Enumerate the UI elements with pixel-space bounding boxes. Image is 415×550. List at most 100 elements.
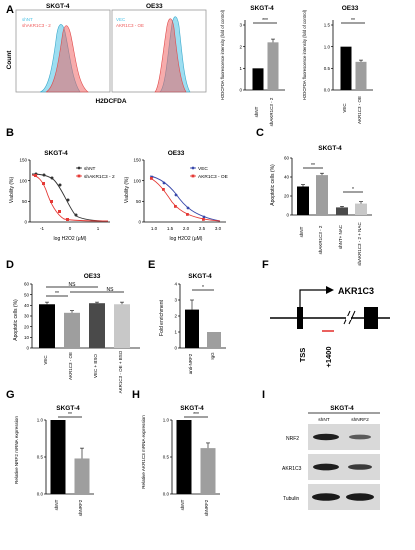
h-cat-1: shNRF2 [204,499,209,516]
h-title: SKGT-4 [180,405,204,412]
a-right-ylabel: H2DCFDA fluorescence intensity (fold of … [302,9,307,100]
d-ytick: 60 [24,282,30,287]
d-ytick: 0 [26,346,29,351]
flow-right-legend-oe: AKR1C3 - OE [116,23,144,28]
i-western-blot: SKGT-4 shNT shNRF2 NRF2 AKR1C3 Tubulin [282,405,380,510]
c-bar [316,175,328,215]
i-band-nrf2-shnt [313,433,339,441]
g-ytick: 1.0 [37,418,44,423]
h-bar [176,420,192,494]
b-right-pt [186,213,189,216]
i-band-akr1c3-shnrf2 [348,464,372,470]
panel-g-letter: G [6,389,15,401]
a-left-title: SKGT-4 [250,5,274,12]
e-bar [185,309,199,348]
panel-i-letter: I [262,389,265,401]
a-left-ylabel: H2DCFDA fluorescence intensity (fold of … [220,9,225,100]
d-ytick: 40 [24,303,30,308]
flow-right-title: OE33 [146,3,163,10]
c-bar [355,203,367,215]
g-ylabel: Relative NRF2 mRNA expression [14,416,19,484]
b-right-ytick: 0 [138,220,141,225]
b-right-ytick: 150 [133,158,141,163]
flow-ylabel: Count [6,50,13,70]
i-band-tubulin-shnrf2 [346,493,374,501]
b-left-curve-shnt [31,173,109,222]
b-left-pt [58,183,62,187]
b-right-title: OE33 [168,150,185,157]
e-ytick: 2 [174,314,177,319]
b-left-xlabel: log H2O2 (μM) [54,236,87,242]
i-row-label-1: AKR1C3 [282,466,302,472]
e-ytick: 3 [174,298,177,303]
b-left-pt [34,174,37,177]
f-exon-2 [364,307,378,329]
b-left-legend-0: shNT [84,166,96,172]
b-right-curve-oe [149,177,221,222]
d-ytick: 30 [24,314,30,319]
b-right-pt [174,193,178,197]
b-right-pt [202,215,206,219]
c-sig-0: ** [311,163,315,169]
c-cat-2: shNT+ NAC [338,224,343,249]
b-left-curve-shakr [31,174,109,222]
c-cat-3: shAKR1C3 - 2 + NAC [357,222,362,266]
g-cat-1: shNRF2 [78,499,83,516]
a-left-cat-1: shAKR1C3 - 2 [269,97,274,126]
i-row-label-0: NRF2 [286,436,299,442]
d-ytick: 10 [24,335,30,340]
a-left-ytick: 3 [239,23,242,28]
e-chart: SKGT-4 Fold enrichment 0 1 2 3 4 * anti-NRF2… [159,273,226,374]
f-exon-1 [297,307,303,329]
d-sig-1: NS [69,282,77,288]
b-left-pt [42,173,46,177]
b-left-ytick: 150 [19,158,27,163]
g-cat-0: shNT [54,499,59,510]
i-title: SKGT-4 [330,405,354,412]
flow-right-hist-oe [154,18,187,93]
b-left-xtick-1: 0 [69,226,72,231]
a-right-cat-1: AKR1C3 - OE [357,96,362,124]
b-left-legend-1: shAKR1C3 - 2 [84,174,115,180]
b-left-pt [66,218,69,221]
b-right-curve-vec [149,175,221,222]
a-left-bar [267,42,279,90]
b-left-ytick: 50 [22,199,28,204]
b-right-xtick-1: 1.5 [167,226,174,231]
c-cat-1: shAKR1C3 - 2 [318,225,323,254]
g-title: SKGT-4 [56,405,80,412]
i-band-akr1c3-shnt [313,463,339,471]
i-band-nrf2-shnrf2 [349,434,371,440]
f-arrow-head [326,286,334,294]
b-left-pt [66,198,70,202]
h-ytick: 1.0 [163,418,170,423]
g-ytick: 0.0 [37,492,44,497]
b-right-pt [162,188,165,191]
a-bars-left-chart: SKGT-4 H2DCFDA fluorescence intensity (f… [220,5,285,126]
c-title: SKGT-4 [318,145,342,152]
b-left-ytick: 100 [19,178,27,183]
a-left-ytick: 1 [239,66,242,71]
e-cat-0: anti-NRF2 [188,353,193,374]
c-ytick: 20 [284,194,290,199]
d-cat-0: VEC [43,355,48,365]
b-right-pt [162,181,166,185]
a-left-ytick: 2 [239,44,242,49]
b-left-title: SKGT-4 [44,150,68,157]
e-title: SKGT-4 [188,273,212,280]
d-bar [114,304,130,348]
b-right-xtick-2: 2.0 [183,226,190,231]
c-ylabel: Apoptotic cells (%) [270,164,276,206]
c-sig-1: * [352,187,354,193]
b-left-chart: SKGT-4 Viability (%) 0 50 100 150 -1 0 1 lo… [9,150,115,242]
panel-a-letter: A [6,4,14,16]
b-right-legend-0: VEC [198,166,208,172]
panel-h-letter: H [132,389,140,401]
f-site-label: +1400 [324,346,333,367]
b-left-pt [50,200,53,203]
f-gene-label: AKR1C3 [338,286,374,296]
i-lane-1: shNRF2 [351,417,369,423]
a-right-title: OE33 [342,5,359,12]
